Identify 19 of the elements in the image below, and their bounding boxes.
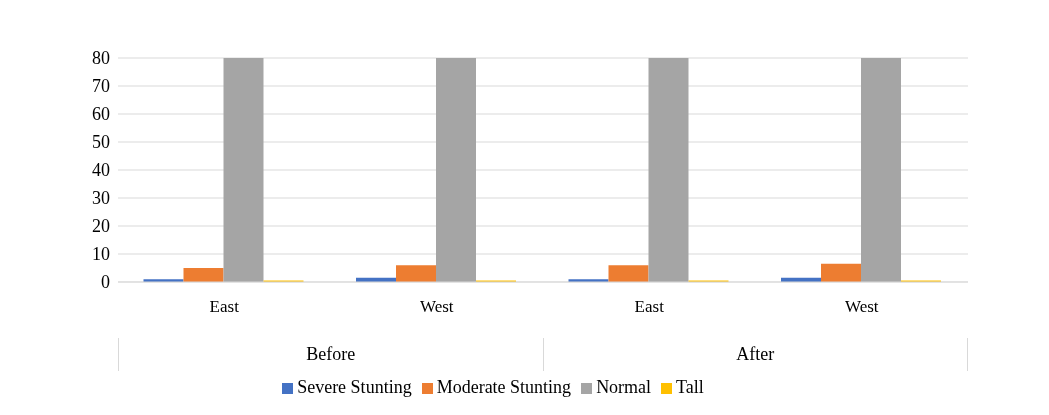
x-tick-label: West [844,297,879,316]
legend-label: Severe Stunting [297,377,412,397]
y-tick-label: 10 [92,244,110,265]
y-tick-label: 30 [92,188,110,209]
x-tick-label: East [209,297,240,316]
x-tick-label: West [419,297,454,316]
text: Before [118,338,543,371]
y-tick-label: 20 [92,216,110,237]
legend-label: Tall [676,377,704,397]
y-tick-label: 0 [101,272,110,293]
text: After [542,338,968,371]
y-tick-label: 50 [92,132,110,153]
y-tick-label: 80 [92,48,110,69]
legend-label: Normal [596,377,652,397]
y-tick-label: 60 [92,104,110,125]
x-tick-label: East [634,297,665,316]
y-tick-label: 40 [92,160,110,181]
legend-label: Moderate Stunting [436,377,572,397]
y-tick-label: 70 [92,76,110,97]
